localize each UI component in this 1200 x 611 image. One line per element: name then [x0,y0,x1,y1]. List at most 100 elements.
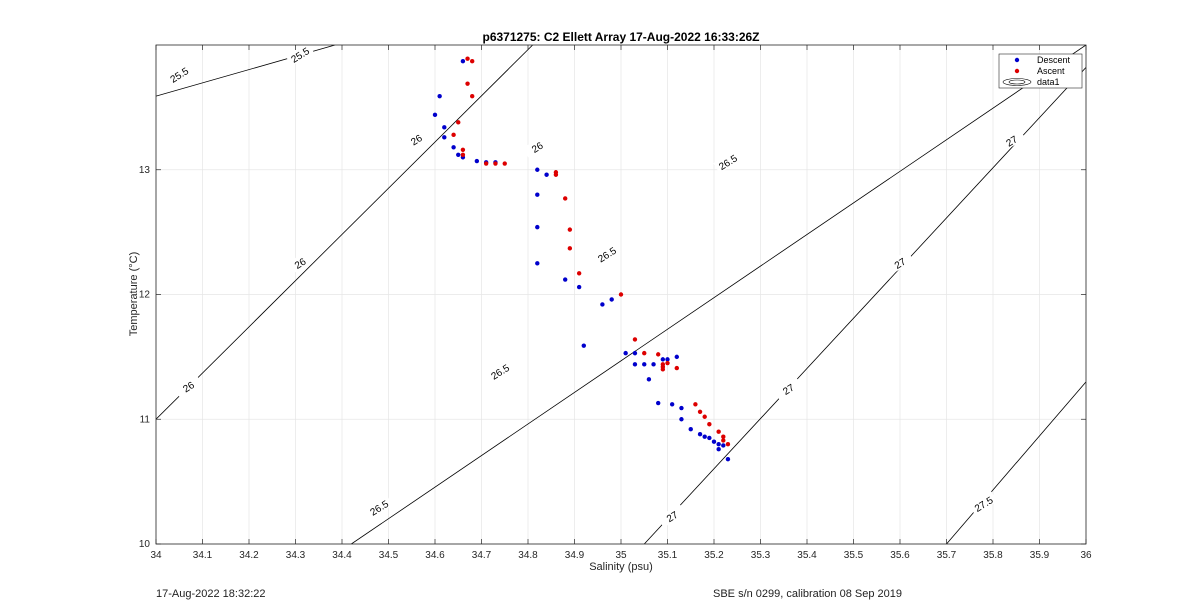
y-tick-label: 11 [140,414,151,425]
contour-27-5 [946,381,1086,544]
ascent-point [460,152,466,157]
ascent-point [493,161,498,166]
x-tick-label: 34.2 [239,550,259,561]
descent-point [623,350,628,356]
legend-marker-contour-outer [1002,78,1032,86]
ascent-point [674,365,679,371]
contour-label-bg [885,250,914,275]
ascent-point [456,120,461,125]
descent-point [535,167,540,172]
y-ticks: 10 11 12 13 [139,165,1086,550]
ascent-point [567,246,573,251]
contour-label-bg [164,62,193,87]
ascent-point [502,161,507,166]
contour-label-bg [285,250,314,275]
footer-calibration: SBE s/n 0299, calibration 08 Sep 2019 [713,588,902,600]
descent-point [609,297,614,302]
descent-point [725,456,731,462]
legend: Descent Ascent data1 [998,53,1083,89]
descent-point [432,112,438,118]
ascent-point [721,434,726,439]
legend-marker-ascent [1014,68,1020,74]
descent-point [665,357,670,362]
y-axis-label: Temperature (°C) [128,252,140,336]
contour-label-bg [485,359,514,383]
x-tick-label: 34.4 [332,550,352,561]
descent-point [711,439,717,444]
ascent-point [470,59,475,64]
descent-point [660,357,666,362]
contour-label-bg [657,503,686,528]
descent-point [679,417,684,422]
ascent-point [460,147,466,152]
contour-label-bg [401,126,431,151]
ascent-point [656,352,661,357]
footer-timestamp: 17-Aug-2022 18:32:22 [156,588,266,600]
x-tick-label: 35 [615,550,627,561]
ascent-point [553,170,559,175]
descent-point [646,377,652,382]
x-tick-label: 34.9 [565,550,585,561]
descent-point [674,354,679,360]
ascent-point [721,438,726,443]
descent-point [688,427,693,432]
contour-label-bg [522,134,551,159]
chart-title: p6371275: C2 Ellett Array 17-Aug-2022 16… [482,30,759,44]
descent-point [474,158,480,164]
descent-point [544,172,549,177]
x-tick-label: 34.3 [286,550,306,561]
ascent-point [563,196,568,201]
ascent-point [470,93,475,99]
ascent-point [465,81,470,86]
y-tick-label: 12 [139,290,151,301]
y-tick-label: 10 [139,539,151,550]
contour-label-bg [968,491,998,516]
x-tick-label: 35.3 [751,550,771,561]
x-tick-label: 34.7 [472,550,492,561]
contour-label-bg [173,373,203,398]
descent-point [576,284,582,290]
ascent-point [707,422,712,427]
ascent-point [660,367,666,372]
descent-point [679,405,684,411]
x-tick-label: 35.1 [658,550,678,561]
x-tick-label: 35.4 [797,550,817,561]
descent-point [442,135,447,140]
descent-point [656,400,661,406]
contour-label-bg [996,128,1026,153]
descent-point [437,93,442,99]
ascent-point [725,442,731,447]
legend-box [998,53,1083,89]
descent-point [442,125,447,130]
legend-marker-descent [1014,57,1020,63]
legend-label-descent: Descent [1037,55,1071,65]
contour-26-5 [351,45,1086,544]
contour-label-bg [364,494,393,519]
y-tick-label: 13 [139,165,151,176]
x-tick-label: 34.5 [379,550,399,561]
descent-point [456,152,461,157]
descent-point [600,302,605,307]
x-tick-label: 34.1 [193,550,213,561]
descent-point [669,402,675,407]
x-ticks: 34 34.1 34.2 34.3 34.4 34.5 34.6 34.7 34.8 34.9 35… [150,45,1092,561]
descent-point [451,145,456,150]
contour-label-bg [592,241,621,266]
descent-point [707,435,712,441]
descent-point [460,59,466,64]
ascent-point [483,161,489,166]
x-tick-label: 36 [1080,550,1092,561]
contour-26 [156,45,533,420]
ascent-point [697,409,703,414]
x-tick-label: 35.2 [704,550,724,561]
contour-27 [643,67,1086,544]
ascent-point [451,132,456,138]
descent-point [581,343,586,348]
descent-point [632,350,638,356]
ascent-point [567,227,573,232]
x-tick-label: 35.7 [937,550,957,561]
x-tick-label: 35.9 [1030,550,1050,561]
descent-point [697,432,703,437]
ascent-point [576,271,582,276]
legend-label-ascent: Ascent [1037,66,1065,76]
